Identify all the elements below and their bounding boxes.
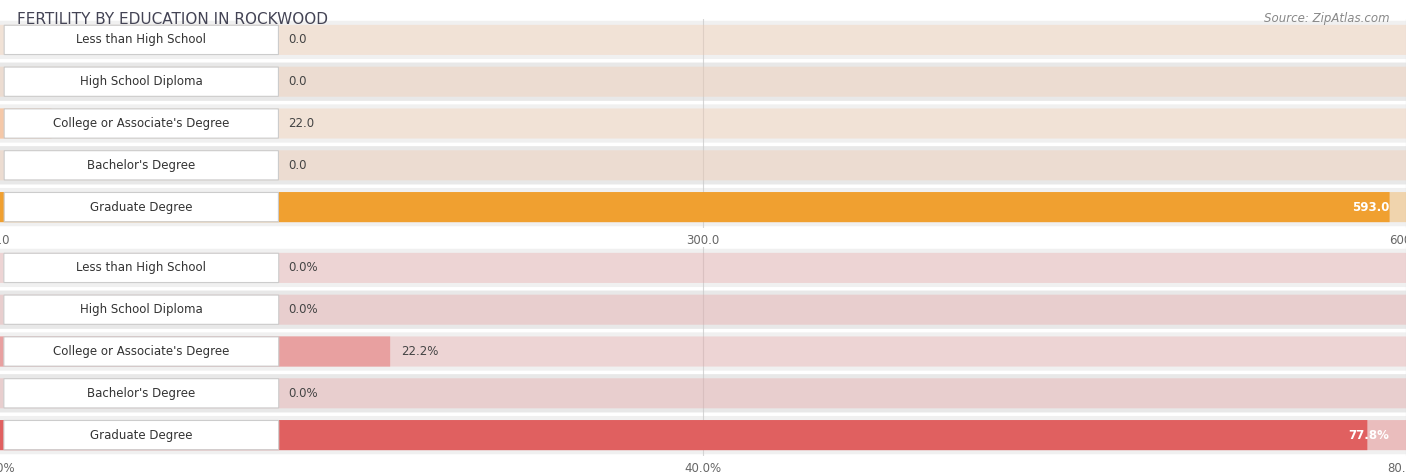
FancyBboxPatch shape [4,67,278,96]
FancyBboxPatch shape [4,151,278,180]
Text: 0.0%: 0.0% [288,261,318,275]
Text: 22.0: 22.0 [288,117,315,130]
FancyBboxPatch shape [0,420,1367,450]
FancyBboxPatch shape [0,104,1406,142]
FancyBboxPatch shape [0,420,1406,450]
Text: Source: ZipAtlas.com: Source: ZipAtlas.com [1264,12,1389,25]
Text: 0.0: 0.0 [288,33,307,47]
FancyBboxPatch shape [4,420,278,450]
FancyBboxPatch shape [0,66,1406,97]
FancyBboxPatch shape [0,192,1389,222]
FancyBboxPatch shape [4,337,278,366]
Text: High School Diploma: High School Diploma [80,75,202,88]
FancyBboxPatch shape [0,146,1406,184]
FancyBboxPatch shape [0,336,1406,367]
Text: Bachelor's Degree: Bachelor's Degree [87,387,195,400]
Text: 22.2%: 22.2% [402,345,439,358]
Text: 0.0%: 0.0% [288,303,318,316]
FancyBboxPatch shape [0,374,1406,412]
FancyBboxPatch shape [0,108,52,139]
Text: College or Associate's Degree: College or Associate's Degree [53,117,229,130]
FancyBboxPatch shape [4,253,278,283]
FancyBboxPatch shape [0,249,1406,287]
Text: 0.0: 0.0 [288,159,307,172]
FancyBboxPatch shape [4,109,278,138]
FancyBboxPatch shape [4,379,278,408]
FancyBboxPatch shape [0,294,1406,325]
Text: Bachelor's Degree: Bachelor's Degree [87,159,195,172]
FancyBboxPatch shape [0,21,1406,59]
FancyBboxPatch shape [0,332,1406,371]
FancyBboxPatch shape [4,192,278,222]
Text: High School Diploma: High School Diploma [80,303,202,316]
FancyBboxPatch shape [0,192,1406,222]
FancyBboxPatch shape [0,336,389,367]
FancyBboxPatch shape [0,108,1406,139]
FancyBboxPatch shape [0,25,1406,55]
Text: 593.0: 593.0 [1351,200,1389,214]
Text: Less than High School: Less than High School [76,33,207,47]
Text: 77.8%: 77.8% [1348,428,1389,442]
FancyBboxPatch shape [0,150,1406,180]
Text: College or Associate's Degree: College or Associate's Degree [53,345,229,358]
Text: Graduate Degree: Graduate Degree [90,428,193,442]
FancyBboxPatch shape [0,253,1406,283]
FancyBboxPatch shape [0,291,1406,329]
FancyBboxPatch shape [0,416,1406,454]
FancyBboxPatch shape [4,25,278,55]
Text: Less than High School: Less than High School [76,261,207,275]
FancyBboxPatch shape [4,295,278,324]
Text: Graduate Degree: Graduate Degree [90,200,193,214]
Text: 0.0%: 0.0% [288,387,318,400]
Text: 0.0: 0.0 [288,75,307,88]
FancyBboxPatch shape [0,188,1406,226]
Text: FERTILITY BY EDUCATION IN ROCKWOOD: FERTILITY BY EDUCATION IN ROCKWOOD [17,12,328,27]
FancyBboxPatch shape [0,378,1406,408]
FancyBboxPatch shape [0,63,1406,101]
